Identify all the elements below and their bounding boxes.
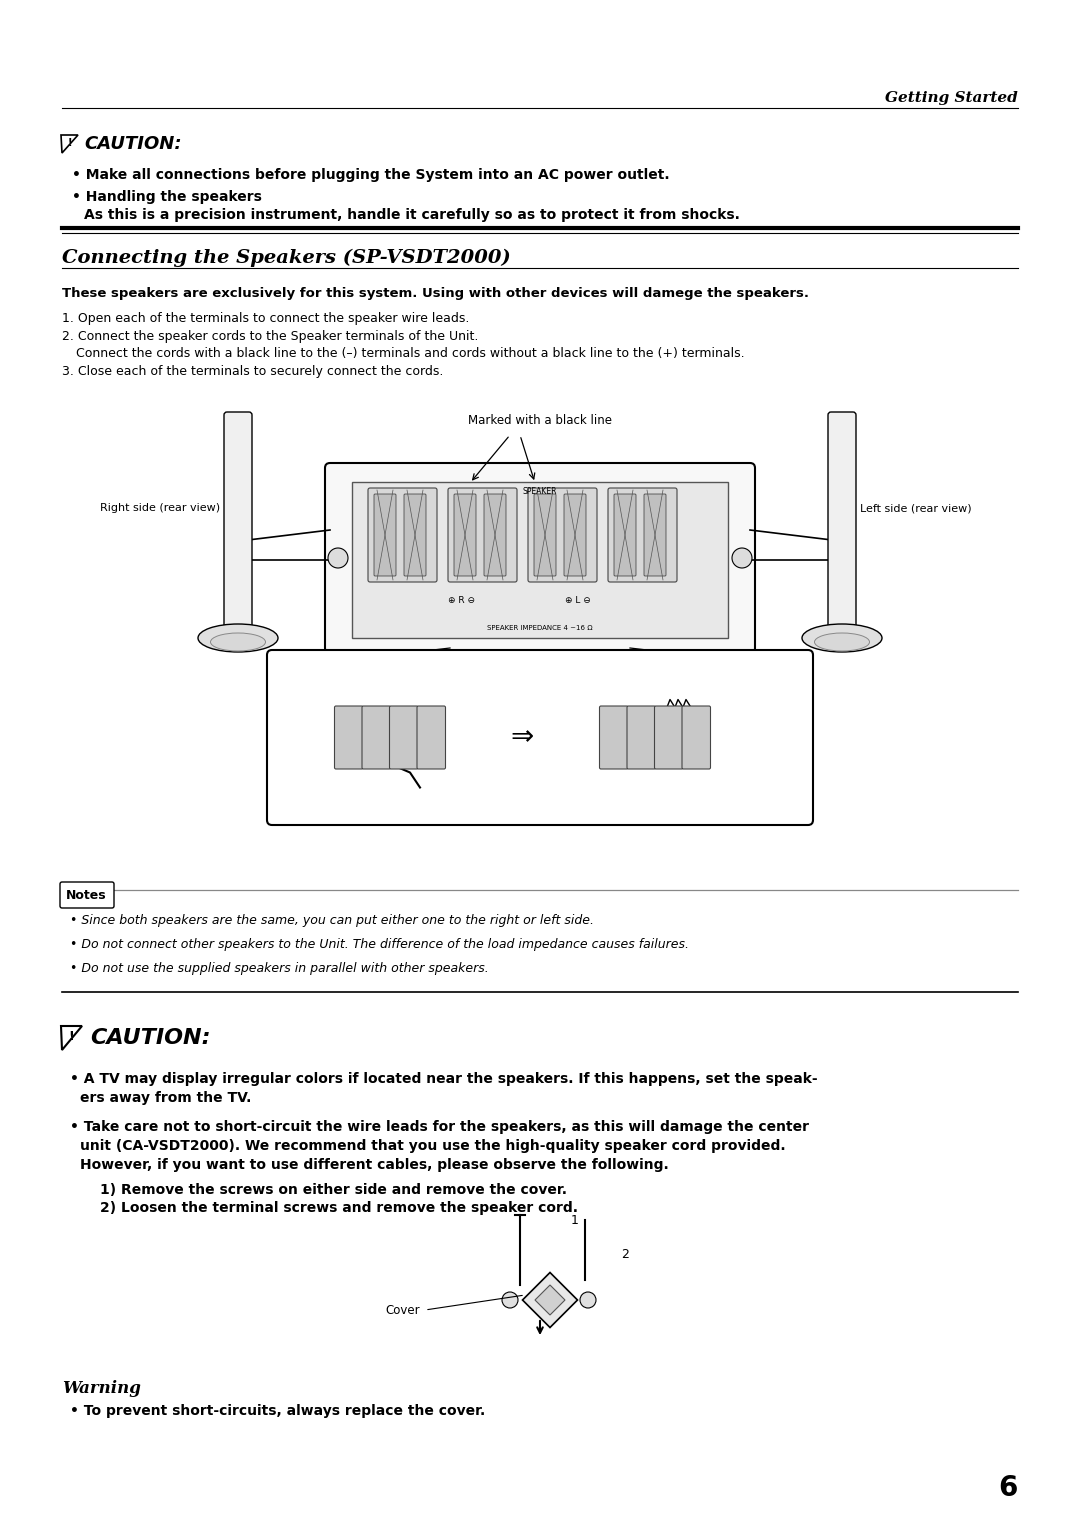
Ellipse shape xyxy=(198,623,278,652)
Text: 2. Connect the speaker cords to the Speaker terminals of the Unit.: 2. Connect the speaker cords to the Spea… xyxy=(62,330,478,342)
FancyBboxPatch shape xyxy=(484,494,507,576)
FancyBboxPatch shape xyxy=(828,413,856,633)
Text: These speakers are exclusively for this system. Using with other devices will da: These speakers are exclusively for this … xyxy=(62,287,809,299)
Ellipse shape xyxy=(814,633,869,651)
Text: 1) Remove the screws on either side and remove the cover.: 1) Remove the screws on either side and … xyxy=(100,1183,567,1196)
Text: • A TV may display irregular colors if located near the speakers. If this happen: • A TV may display irregular colors if l… xyxy=(70,1073,818,1086)
Text: • Do not connect other speakers to the Unit. The difference of the load impedanc: • Do not connect other speakers to the U… xyxy=(70,938,689,950)
Text: 2) Loosen the terminal screws and remove the speaker cord.: 2) Loosen the terminal screws and remove… xyxy=(100,1201,578,1215)
Text: Notes: Notes xyxy=(66,888,107,902)
Text: SPEAKER: SPEAKER xyxy=(523,486,557,495)
FancyBboxPatch shape xyxy=(681,706,711,769)
Ellipse shape xyxy=(802,623,882,652)
Circle shape xyxy=(502,1293,518,1308)
Text: 3. Close each of the terminals to securely connect the cords.: 3. Close each of the terminals to secure… xyxy=(62,365,444,377)
Text: Warning: Warning xyxy=(62,1380,140,1397)
FancyBboxPatch shape xyxy=(368,487,437,582)
FancyBboxPatch shape xyxy=(267,649,813,825)
Text: • Since both speakers are the same, you can put either one to the right or left : • Since both speakers are the same, you … xyxy=(70,914,594,927)
Text: Marked with a black line: Marked with a black line xyxy=(468,414,612,426)
Polygon shape xyxy=(60,134,78,153)
Circle shape xyxy=(580,1293,596,1308)
FancyBboxPatch shape xyxy=(448,487,517,582)
FancyBboxPatch shape xyxy=(374,494,396,576)
Text: However, if you want to use different cables, please observe the following.: However, if you want to use different ca… xyxy=(80,1158,669,1172)
Ellipse shape xyxy=(211,633,266,651)
FancyBboxPatch shape xyxy=(454,494,476,576)
FancyBboxPatch shape xyxy=(325,463,755,652)
Text: • To prevent short-circuits, always replace the cover.: • To prevent short-circuits, always repl… xyxy=(70,1404,485,1418)
Text: • Do not use the supplied speakers in parallel with other speakers.: • Do not use the supplied speakers in pa… xyxy=(70,963,489,975)
Circle shape xyxy=(328,549,348,568)
Text: 1: 1 xyxy=(571,1213,579,1227)
FancyBboxPatch shape xyxy=(335,706,363,769)
Text: !: ! xyxy=(67,138,71,148)
FancyBboxPatch shape xyxy=(362,706,391,769)
Text: SPEAKER IMPEDANCE 4 ~16 Ω: SPEAKER IMPEDANCE 4 ~16 Ω xyxy=(487,625,593,631)
Polygon shape xyxy=(60,1025,82,1050)
FancyBboxPatch shape xyxy=(608,487,677,582)
Bar xyxy=(352,481,728,639)
FancyBboxPatch shape xyxy=(404,494,426,576)
FancyBboxPatch shape xyxy=(654,706,683,769)
Text: CAUTION:: CAUTION: xyxy=(90,1028,211,1048)
Text: As this is a precision instrument, handle it carefully so as to protect it from : As this is a precision instrument, handl… xyxy=(84,208,740,222)
Text: 2: 2 xyxy=(621,1248,629,1262)
FancyBboxPatch shape xyxy=(627,706,656,769)
FancyBboxPatch shape xyxy=(599,706,627,769)
FancyBboxPatch shape xyxy=(390,706,418,769)
FancyBboxPatch shape xyxy=(417,706,446,769)
Polygon shape xyxy=(523,1273,578,1328)
Text: • Make all connections before plugging the System into an AC power outlet.: • Make all connections before plugging t… xyxy=(72,168,670,182)
Text: Connecting the Speakers (SP-VSDT2000): Connecting the Speakers (SP-VSDT2000) xyxy=(62,249,511,267)
Polygon shape xyxy=(535,1285,565,1316)
FancyBboxPatch shape xyxy=(224,413,252,633)
FancyBboxPatch shape xyxy=(615,494,636,576)
Text: Right side (rear view): Right side (rear view) xyxy=(99,503,220,513)
Text: Getting Started: Getting Started xyxy=(886,92,1018,105)
Text: Left side (rear view): Left side (rear view) xyxy=(860,503,972,513)
FancyBboxPatch shape xyxy=(644,494,666,576)
Text: ⊕ L ⊖: ⊕ L ⊖ xyxy=(565,596,591,605)
Text: !: ! xyxy=(68,1030,73,1042)
Text: CAUTION:: CAUTION: xyxy=(84,134,181,153)
Text: • Take care not to short-circuit the wire leads for the speakers, as this will d: • Take care not to short-circuit the wir… xyxy=(70,1120,809,1134)
Text: ers away from the TV.: ers away from the TV. xyxy=(80,1091,252,1105)
Text: 1. Open each of the terminals to connect the speaker wire leads.: 1. Open each of the terminals to connect… xyxy=(62,312,470,325)
Text: 6: 6 xyxy=(999,1475,1018,1502)
Text: Cover: Cover xyxy=(386,1303,420,1317)
Text: ⊕ R ⊖: ⊕ R ⊖ xyxy=(448,596,475,605)
Text: Connect the cords with a black line to the (–) terminals and cords without a bla: Connect the cords with a black line to t… xyxy=(76,347,744,361)
Text: ⇒: ⇒ xyxy=(511,723,535,752)
Circle shape xyxy=(732,549,752,568)
FancyBboxPatch shape xyxy=(60,882,114,908)
Text: unit (CA-VSDT2000). We recommend that you use the high-quality speaker cord prov: unit (CA-VSDT2000). We recommend that yo… xyxy=(80,1138,785,1154)
FancyBboxPatch shape xyxy=(564,494,586,576)
FancyBboxPatch shape xyxy=(528,487,597,582)
Text: • Handling the speakers: • Handling the speakers xyxy=(72,189,261,205)
FancyBboxPatch shape xyxy=(534,494,556,576)
